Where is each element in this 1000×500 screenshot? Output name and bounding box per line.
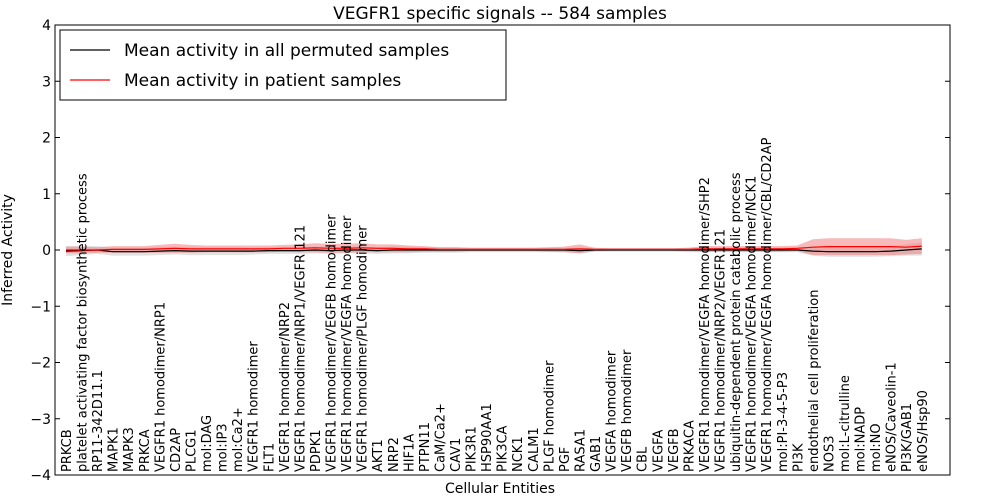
category-label: eNOS/Caveolin-1 — [885, 362, 900, 472]
y-tick-label: 4 — [42, 18, 51, 34]
category-label: VEGFR1 homodimer/VEGFA homodimer/NCK1 — [745, 176, 760, 472]
category-label: VEGFR1 homodimer/NRP2 — [278, 302, 293, 472]
category-label: VEGFR1 homodimer/NRP1/VEGFR 121 — [293, 225, 308, 472]
y-tick-label: −3 — [30, 412, 51, 428]
y-tick-label: −4 — [30, 468, 51, 484]
category-label: PDPK1 — [309, 430, 324, 473]
category-label: VEGFR1 homodimer/PLGF homodimer — [356, 225, 371, 472]
category-label: NOS3 — [822, 436, 837, 472]
line-series-1 — [66, 245, 922, 251]
category-label: CD2AP — [169, 428, 184, 472]
category-label: ubiquitin-dependent protein catabolic pr… — [729, 172, 744, 472]
category-label: mol:Ca2+ — [231, 407, 246, 472]
category-label: CBL — [636, 446, 651, 472]
category-label: VEGFR1 homodimer/VEGFB homodimer — [325, 214, 340, 472]
legend: Mean activity in all permuted samples Me… — [59, 29, 507, 101]
legend-label-patient: Mean activity in patient samples — [124, 71, 401, 91]
category-label: GAB1 — [589, 436, 604, 472]
category-label: eNOS/Hsp90 — [916, 390, 931, 472]
confidence-bands — [66, 238, 922, 257]
category-label: PRKCB — [60, 429, 75, 472]
category-label: PI3K/GAB1 — [900, 403, 915, 472]
category-label: mol:NADP — [854, 407, 869, 472]
category-label: mol:PI-3-4-5-P3 — [776, 372, 791, 472]
series-lines — [65, 245, 922, 253]
category-label: HSP90AA1 — [480, 403, 495, 472]
category-label: VEGFA homodimer — [605, 350, 620, 472]
category-label: mol:DAG — [200, 415, 215, 472]
category-label: NCK1 — [511, 436, 526, 472]
category-label: PIK3CA — [496, 425, 511, 472]
category-label: VEGFB homodimer — [620, 349, 635, 472]
legend-box — [59, 29, 507, 101]
category-label: mol:L-citrulline — [838, 375, 853, 472]
chart-title: VEGFR1 specific signals -- 584 samples — [333, 4, 667, 24]
category-label: VEGFA — [651, 430, 666, 472]
y-tick-label: 1 — [42, 187, 51, 203]
category-label: endothelial cell proliferation — [807, 290, 822, 473]
category-label: NRP2 — [387, 437, 402, 472]
category-label: FLT1 — [262, 443, 277, 472]
category-label: HIF1A — [402, 434, 417, 472]
category-label: PRKCA — [138, 429, 153, 472]
category-label: PLCG1 — [185, 429, 200, 472]
category-label: MAPK3 — [122, 427, 137, 472]
y-tick-label: −1 — [30, 299, 51, 315]
category-label: VEGFB — [667, 428, 682, 472]
y-axis-label: Inferred Activity — [0, 194, 16, 306]
band-series-1 — [66, 238, 922, 256]
category-label: AKT1 — [371, 439, 386, 472]
y-tick-label: 2 — [42, 131, 51, 147]
y-tick-label: 3 — [42, 74, 51, 90]
category-labels: PRKCB platelet activating factor biosynth… — [60, 137, 931, 472]
category-label: VEGFR1 homodimer/NRP2/VEGFR121 — [714, 229, 729, 472]
category-label: VEGFR1 homodimer/NRP1 — [153, 302, 168, 472]
legend-label-permuted: Mean activity in all permuted samples — [124, 41, 449, 61]
category-label: PI3K — [791, 443, 806, 472]
category-label: PGF — [558, 447, 573, 472]
category-label: platelet activating factor biosynthetic … — [76, 173, 91, 472]
category-label: PLGF homodimer — [542, 360, 557, 472]
category-label: CAV1 — [449, 438, 464, 472]
category-label: VEGFR1 homodimer/VEGFA homodimer/SHP2 — [698, 177, 713, 472]
y-axis: −4 −3 −2 −1 0 1 2 3 4 — [30, 18, 950, 484]
category-label: VEGFR1 homodimer — [247, 341, 262, 472]
category-label: PRKACA — [682, 420, 697, 472]
category-label: RP11-342D11.1 — [91, 370, 106, 472]
category-label: PTPN11 — [418, 422, 433, 472]
category-label: RASA1 — [574, 429, 589, 472]
category-label: CALM1 — [527, 427, 542, 472]
y-tick-label: 0 — [42, 243, 51, 259]
category-label: CaM/Ca2+ — [433, 403, 448, 472]
x-axis-label: Cellular Entities — [445, 481, 555, 497]
category-label: mol:IP3 — [216, 423, 231, 472]
category-label: VEGFR1 homodimer/VEGFA homodimer/CBL/CD2… — [760, 137, 775, 472]
y-tick-label: −2 — [30, 356, 51, 372]
category-label: VEGFR1 homodimer/VEGFA homodimer — [340, 215, 355, 472]
category-label: mol:NO — [869, 423, 884, 472]
category-label: MAPK1 — [107, 427, 122, 472]
category-label: PIK3R1 — [465, 426, 480, 472]
